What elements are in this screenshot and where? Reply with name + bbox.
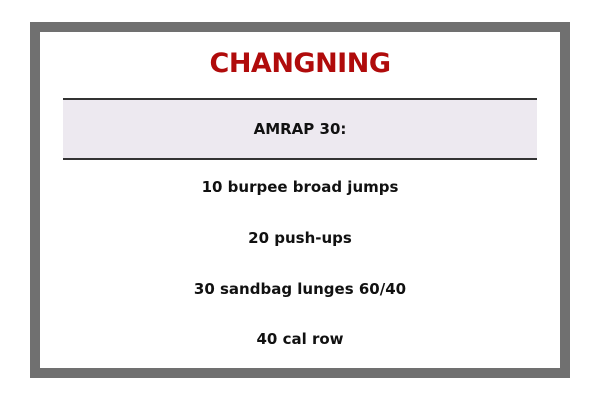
workout-title: CHANGNING xyxy=(209,48,391,79)
exercise-item: 10 burpee broad jumps xyxy=(201,178,399,196)
exercise-item: 30 sandbag lunges 60/40 xyxy=(193,280,407,298)
workout-card: CHANGNING AMRAP 30: 10 burpee broad jump… xyxy=(30,22,570,378)
exercise-item: 20 push-ups xyxy=(248,229,352,247)
exercise-item: 40 cal row xyxy=(256,330,344,348)
workout-format-band: AMRAP 30: xyxy=(63,98,537,160)
workout-format-label: AMRAP 30: xyxy=(253,120,347,138)
